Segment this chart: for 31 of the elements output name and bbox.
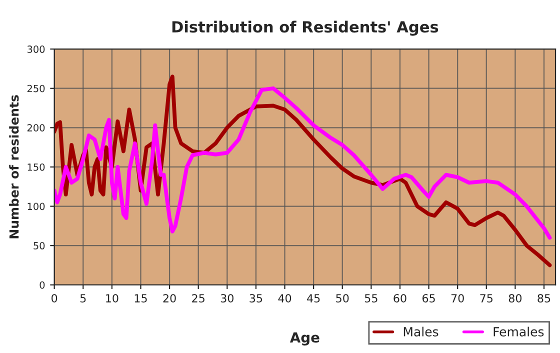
x-tick-label: 0 — [52, 294, 58, 302]
x-tick-label: 80 — [508, 294, 522, 302]
x-tick-label: 85 — [538, 294, 550, 302]
x-tick-label: 40 — [278, 294, 292, 302]
x-tick-label: 25 — [192, 294, 204, 302]
legend-label: Females — [494, 326, 544, 336]
y-tick-label: 0 — [40, 281, 45, 289]
y-tick-label: 250 — [27, 84, 45, 92]
x-tick-label: 35 — [250, 294, 262, 302]
y-tick-label: 100 — [28, 202, 45, 210]
chart-title: Distribution of Residents' Ages — [172, 20, 438, 36]
x-tick-label: 70 — [451, 294, 464, 302]
x-tick-label: 10 — [106, 294, 118, 302]
legend-label: Males — [404, 326, 438, 336]
x-tick-label: 50 — [336, 294, 349, 302]
x-tick-label: 5 — [80, 294, 86, 302]
x-tick-label: 30 — [220, 294, 234, 302]
x-tick-label: 60 — [394, 294, 406, 302]
y-tick-label: 150 — [28, 163, 45, 171]
x-tick-label: 20 — [163, 294, 176, 302]
x-tick-label: 45 — [307, 294, 320, 302]
y-tick-label: 300 — [27, 46, 45, 53]
line-series — [54, 86, 552, 240]
y-tick-label: 200 — [27, 124, 45, 132]
y-tick-label: 50 — [34, 242, 45, 250]
x-tick-label: 55 — [364, 294, 378, 302]
x-tick-label: 15 — [134, 294, 147, 302]
x-tick-label: 65 — [422, 294, 435, 302]
x-tick-label: 75 — [480, 294, 492, 302]
y-axis-title: Number of residents — [9, 95, 19, 238]
x-axis-title: Age — [290, 332, 320, 346]
